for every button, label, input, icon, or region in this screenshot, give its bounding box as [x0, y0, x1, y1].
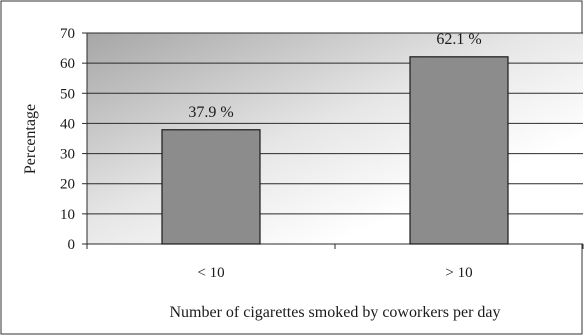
y-tick-label: 70: [60, 26, 75, 42]
x-tick-label: < 10: [197, 265, 224, 281]
plot-area: [87, 33, 583, 244]
bars: [161, 56, 509, 245]
y-axis: 0 10 20 30 40 50 60 70: [60, 26, 88, 253]
y-tick-label: 0: [68, 237, 76, 253]
bar-data-label: 62.1 %: [436, 31, 481, 48]
y-tick-label: 10: [60, 207, 75, 223]
y-tick-label: 60: [60, 56, 75, 72]
data-labels: 37.9 % 62.1 %: [188, 31, 481, 121]
y-axis-title: Percentage: [22, 104, 39, 174]
y-tick-label: 30: [60, 147, 75, 163]
x-tick-label: > 10: [445, 265, 472, 281]
y-tick-label: 50: [60, 86, 75, 102]
bar: [161, 129, 261, 245]
bar-data-label: 37.9 %: [188, 104, 233, 121]
x-axis-title: Number of cigarettes smoked by coworkers…: [170, 304, 501, 321]
bar: [409, 56, 509, 245]
y-tick-label: 40: [60, 116, 75, 132]
y-tick-label: 20: [60, 177, 75, 193]
